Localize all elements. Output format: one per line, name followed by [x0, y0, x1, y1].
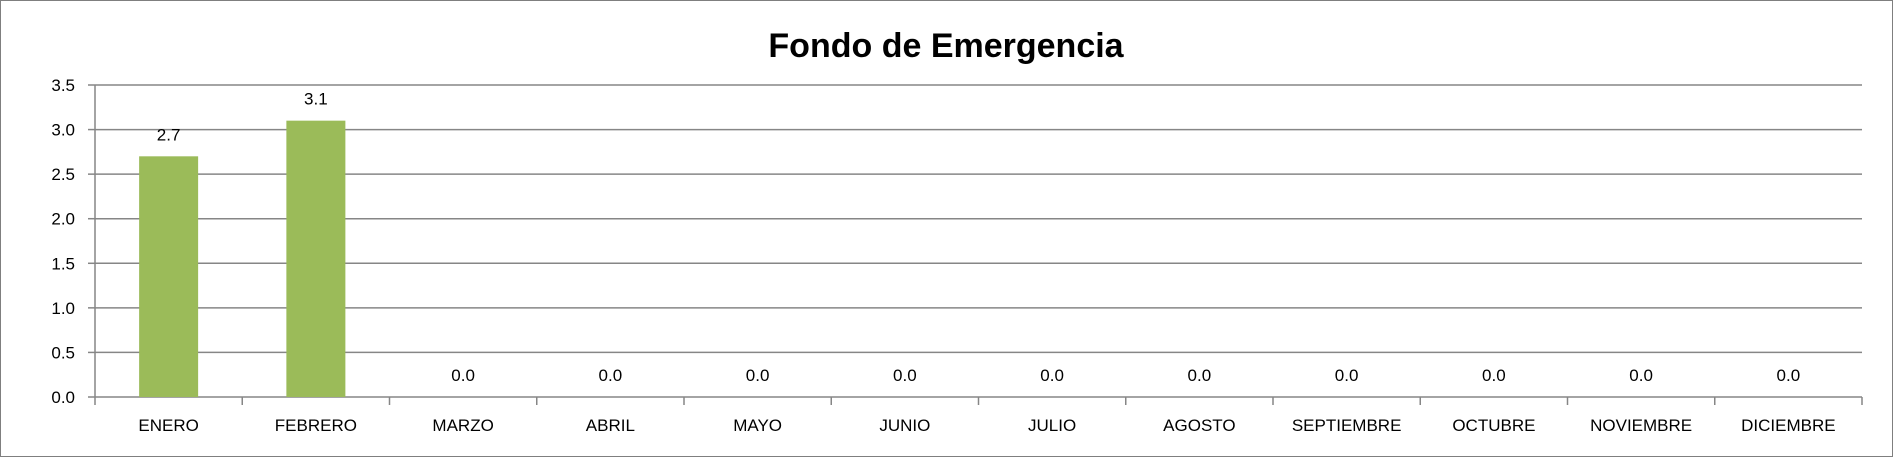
bars: [139, 120, 346, 398]
bar: [139, 156, 199, 397]
data-label: 3.1: [304, 90, 328, 109]
x-tick-label: ABRIL: [586, 416, 635, 435]
data-label: 0.0: [1335, 366, 1359, 385]
y-tick-label: 1.5: [51, 254, 75, 273]
x-tick-label: FEBRERO: [275, 416, 357, 435]
y-tick-label: 3.0: [51, 121, 75, 140]
y-tick-label: 0.0: [51, 388, 75, 407]
x-tick-label: NOVIEMBRE: [1590, 416, 1692, 435]
data-label: 2.7: [157, 125, 181, 144]
labels: 0.0 0.5 1.0 1.5 2.0 2.5 3.0 3.5 2.7 ENERO 3.1 FEBRE…: [51, 76, 1835, 435]
data-label: 0.0: [746, 366, 770, 385]
y-tick-label: 2.5: [51, 165, 75, 184]
data-label: 0.0: [1629, 366, 1653, 385]
gridlines: [95, 84, 1862, 354]
y-tick-label: 3.5: [51, 76, 75, 95]
x-tick-label: MAYO: [733, 416, 782, 435]
x-tick-label: JUNIO: [879, 416, 930, 435]
data-label: 0.0: [893, 366, 917, 385]
axes: [88, 84, 1863, 405]
x-tick-label: JULIO: [1028, 416, 1076, 435]
y-tick-label: 2.0: [51, 210, 75, 229]
y-tick-label: 0.5: [51, 343, 75, 362]
x-tick-label: OCTUBRE: [1452, 416, 1535, 435]
data-label: 0.0: [1040, 366, 1064, 385]
y-tick-label: 1.0: [51, 299, 75, 318]
data-label: 0.0: [1482, 366, 1506, 385]
data-label: 0.0: [1188, 366, 1212, 385]
x-tick-label: DICIEMBRE: [1741, 416, 1835, 435]
data-label: 0.0: [451, 366, 475, 385]
data-label: 0.0: [1777, 366, 1801, 385]
x-tick-label: SEPTIEMBRE: [1292, 416, 1402, 435]
x-tick-label: AGOSTO: [1163, 416, 1235, 435]
x-tick-label: ENERO: [138, 416, 198, 435]
bar: [286, 120, 346, 398]
x-tick-label: MARZO: [432, 416, 493, 435]
data-label: 0.0: [599, 366, 623, 385]
chart-title: Fondo de Emergencia: [768, 27, 1124, 65]
